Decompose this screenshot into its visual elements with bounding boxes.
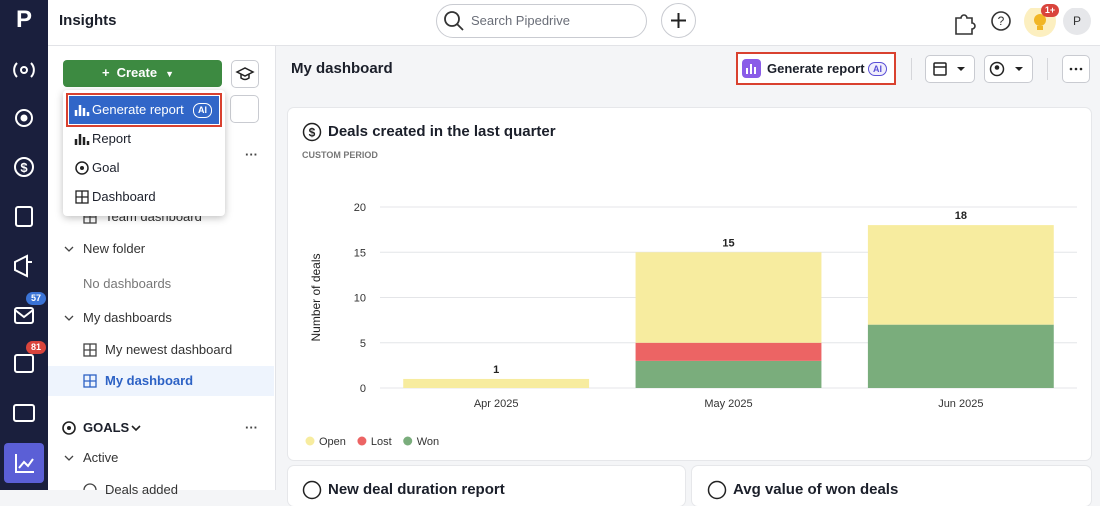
bar-segment	[635, 360, 822, 388]
menu-label[interactable]: Dashboard	[92, 189, 156, 204]
ai-report-icon	[742, 59, 761, 78]
nav-badge: 57	[26, 292, 46, 305]
search-icon	[444, 11, 464, 31]
x-tick-label: May 2025	[704, 398, 752, 410]
x-tick-label: Jun 2025	[938, 398, 983, 410]
nav-icon[interactable]	[13, 404, 35, 422]
bar-segment	[403, 378, 590, 388]
nav-icon[interactable]	[14, 307, 34, 324]
logo[interactable]: P	[15, 6, 32, 33]
sidebar-folder[interactable]: My dashboards	[83, 310, 172, 325]
svg-text:?: ?	[998, 14, 1005, 28]
nav-icon[interactable]	[14, 157, 34, 177]
more-button[interactable]: ···	[245, 420, 258, 435]
nav-icon[interactable]	[15, 109, 33, 127]
chart-subtitle: CUSTOM PERIOD	[302, 150, 378, 160]
menu-item-active[interactable]	[69, 96, 219, 124]
svg-text:$: $	[20, 160, 28, 175]
nav-icons: $	[4, 62, 44, 483]
menu-label: Generate report	[92, 102, 184, 117]
card-title: Avg value of won deals	[733, 481, 899, 498]
header-icons	[933, 61, 1083, 77]
sidebar-item-selected[interactable]: My dashboard	[105, 373, 194, 388]
sidebar-empty: No dashboards	[83, 276, 172, 291]
y-axis-label: Number of deals	[309, 253, 323, 341]
card-icon	[302, 480, 322, 500]
avatar-letter: P	[1072, 14, 1081, 28]
legend-swatch	[403, 436, 413, 446]
notification-badge: 1+	[1041, 4, 1059, 17]
chart-title: Deals created in the last quarter	[328, 123, 556, 140]
legend-label: Lost	[371, 436, 392, 448]
legend-label: Open	[319, 436, 346, 448]
cap-icon	[235, 67, 255, 81]
search-box[interactable]	[436, 4, 647, 38]
x-tick-label: Apr 2025	[474, 398, 519, 410]
user-filter-button[interactable]	[984, 55, 1033, 83]
plus-icon	[671, 13, 686, 28]
bar-segment	[867, 225, 1054, 325]
sidebar-folder[interactable]: New folder	[83, 241, 146, 256]
dashboard-title: My dashboard	[291, 60, 393, 77]
sidebar-icons	[48, 210, 274, 490]
legend-label: Won	[417, 436, 439, 448]
bar-segment	[635, 252, 822, 343]
y-tick-label: 10	[354, 293, 366, 305]
svg-text:$: $	[309, 126, 316, 140]
avatar[interactable]	[1063, 8, 1091, 35]
help-icon[interactable]	[991, 11, 1011, 31]
legend-swatch	[305, 436, 315, 446]
card-icon	[707, 480, 727, 500]
ai-badge: AI	[193, 103, 212, 118]
total-label: 18	[955, 210, 967, 222]
create-text: Create	[116, 65, 158, 80]
goal-folder[interactable]: Active	[83, 450, 119, 465]
app-title: Insights	[59, 12, 117, 29]
nav-icon[interactable]	[15, 206, 33, 227]
card-title: New deal duration report	[328, 481, 505, 498]
separator	[911, 58, 912, 80]
nav-icon[interactable]	[14, 354, 34, 373]
dollar-icon: $	[302, 122, 322, 142]
report-icon	[74, 105, 90, 116]
separator	[1047, 58, 1048, 80]
y-tick-label: 0	[360, 383, 366, 395]
goal-item[interactable]: Deals added	[105, 482, 178, 497]
menu-label[interactable]: Goal	[92, 160, 120, 175]
y-tick-label: 5	[360, 338, 366, 350]
bar-segment	[635, 342, 822, 361]
search-placeholder: Search Pipedrive	[471, 13, 570, 28]
nav-icon[interactable]	[20, 66, 28, 74]
nav-icon[interactable]	[14, 254, 32, 278]
goals-heading[interactable]: GOALS	[83, 420, 130, 435]
bar-segment	[867, 324, 1054, 388]
nav-icon[interactable]	[13, 62, 35, 78]
create-label: + Create ▼	[102, 65, 174, 80]
learn-button[interactable]	[231, 60, 259, 88]
legend-swatch	[357, 436, 367, 446]
sidebar-item[interactable]: My newest dashboard	[105, 342, 233, 357]
highlight-box	[66, 93, 222, 127]
ai-badge: AI	[868, 62, 887, 76]
menu-icons	[74, 134, 90, 204]
extensions-icon[interactable]	[955, 14, 976, 35]
y-tick-label: 20	[354, 202, 366, 214]
total-label: 1	[493, 364, 499, 376]
more-button[interactable]: ···	[245, 147, 258, 162]
search-field[interactable]	[230, 95, 259, 123]
y-tick-label: 15	[354, 247, 366, 259]
generate-report-label: Generate report	[767, 61, 865, 76]
nav-badge: 81	[26, 341, 46, 354]
total-label: 15	[722, 237, 734, 249]
nav-bar: P $ 57 81	[0, 0, 48, 490]
create-button[interactable]	[63, 60, 222, 87]
chart: 0 5 10 15 20 Number of deals 1 Apr 2025 15 May 20…	[305, 202, 1077, 448]
menu-label[interactable]: Report	[92, 131, 132, 146]
